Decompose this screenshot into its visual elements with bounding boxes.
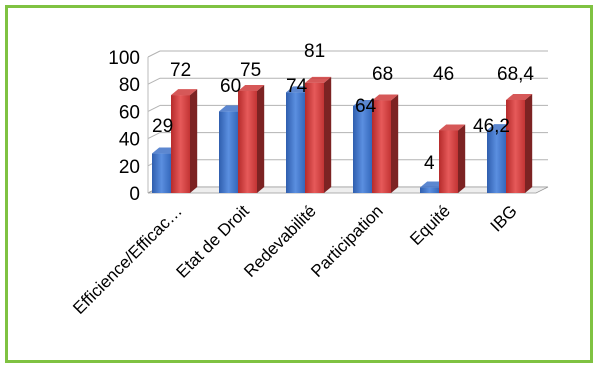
y-tick-label: 20 <box>119 157 140 178</box>
category-labels: Efficience/Efficac…Etat de DroitRedevabi… <box>69 201 521 318</box>
bar-s1-0 <box>171 89 198 193</box>
gridline-depth <box>147 50 161 58</box>
data-label-s1-2: 81 <box>304 41 325 62</box>
data-label-s1-4: 46 <box>433 64 454 85</box>
category-label: Equité <box>406 201 454 249</box>
y-tick-label: 80 <box>119 75 140 96</box>
y-tick-label: 0 <box>129 184 140 205</box>
bar-s1-4 <box>439 124 466 193</box>
data-label-s1-3: 68 <box>372 64 393 85</box>
gridline-depth <box>147 77 161 85</box>
data-label-s0-2: 74 <box>286 76 308 97</box>
bar-s1-5 <box>506 93 533 193</box>
bar-s1-2 <box>305 76 332 193</box>
y-tick-label: 60 <box>119 102 140 123</box>
data-label-s0-1: 60 <box>220 76 241 97</box>
data-label-s1-0: 72 <box>170 60 191 81</box>
bar-s1-3 <box>372 94 399 193</box>
data-label-s1-1: 75 <box>240 60 261 81</box>
gridline-depth <box>147 104 161 112</box>
bar-s1-1 <box>238 85 265 193</box>
category-label: IBG <box>487 201 521 235</box>
bars <box>152 76 533 193</box>
category-label: Efficience/Efficac… <box>69 201 186 318</box>
y-tick-label: 40 <box>119 130 140 151</box>
category-label: Participation <box>307 201 387 281</box>
gridline-depth <box>147 132 161 140</box>
data-label-s0-0: 29 <box>152 116 173 137</box>
data-label-s0-5: 46,2 <box>473 116 510 137</box>
y-axis: 0 20 40 60 80 100 <box>108 48 140 205</box>
data-label-s1-5: 68,4 <box>497 64 534 85</box>
y-tick-label: 100 <box>108 48 140 69</box>
data-label-s0-3: 64 <box>355 96 377 117</box>
data-label-s0-4: 4 <box>424 153 435 174</box>
